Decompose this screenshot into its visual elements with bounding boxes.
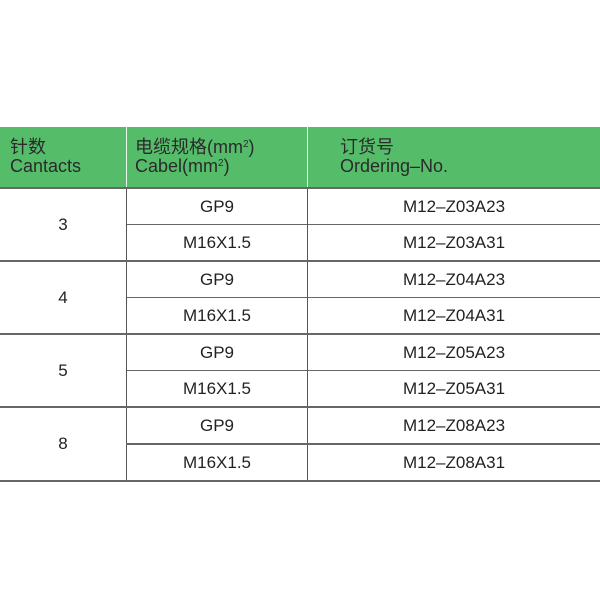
cable-cell: GP9 <box>126 333 308 371</box>
cable-cell: M16X1.5 <box>126 224 308 261</box>
header-row: 针数 Cantacts 电缆规格(mm2) Cabel(mm2) 订货号 Orderi… <box>0 127 600 188</box>
ordering-no-cell: M12–Z08A31 <box>307 443 600 482</box>
cable-cell: GP9 <box>126 187 308 225</box>
ordering-no-cell: M12–Z08A23 <box>307 406 600 445</box>
cable-cell: GP9 <box>126 260 308 298</box>
cable-cell: M16X1.5 <box>126 443 308 482</box>
header-cable: 电缆规格(mm2) Cabel(mm2) <box>126 127 308 188</box>
table-row: M16X1.5 M12–Z04A31 <box>0 297 600 334</box>
ordering-no-cell: M12–Z05A23 <box>307 333 600 371</box>
ordering-no-cell: M12–Z03A23 <box>307 187 600 225</box>
ordering-table: 针数 Cantacts 电缆规格(mm2) Cabel(mm2) 订货号 Orderi… <box>0 127 600 482</box>
table-row: 5 GP9 M12–Z05A23 <box>0 333 600 407</box>
header-contacts: 针数 Cantacts <box>0 127 127 188</box>
table-row: 4 GP9 M12–Z04A23 <box>0 260 600 334</box>
contacts-cell: 8 <box>0 406 127 482</box>
cable-cell: GP9 <box>126 406 308 445</box>
header-ordering-no: 订货号 Ordering–No. <box>307 127 600 188</box>
table-row: M16X1.5 M12–Z03A31 <box>0 224 600 261</box>
table-row: 3 GP9 M12–Z03A23 <box>0 187 600 261</box>
table-row: M16X1.5 M12–Z05A31 <box>0 370 600 407</box>
cable-cell: M16X1.5 <box>126 297 308 334</box>
ordering-no-cell: M12–Z05A31 <box>307 370 600 407</box>
table-row: M16X1.5 M12–Z08A31 <box>0 443 600 482</box>
contacts-cell: 4 <box>0 260 127 334</box>
cable-cell: M16X1.5 <box>126 370 308 407</box>
ordering-no-cell: M12–Z03A31 <box>307 224 600 261</box>
contacts-cell: 3 <box>0 187 127 261</box>
table-row: 8 GP9 M12–Z08A23 <box>0 406 600 482</box>
ordering-no-cell: M12–Z04A31 <box>307 297 600 334</box>
ordering-no-cell: M12–Z04A23 <box>307 260 600 298</box>
contacts-cell: 5 <box>0 333 127 407</box>
